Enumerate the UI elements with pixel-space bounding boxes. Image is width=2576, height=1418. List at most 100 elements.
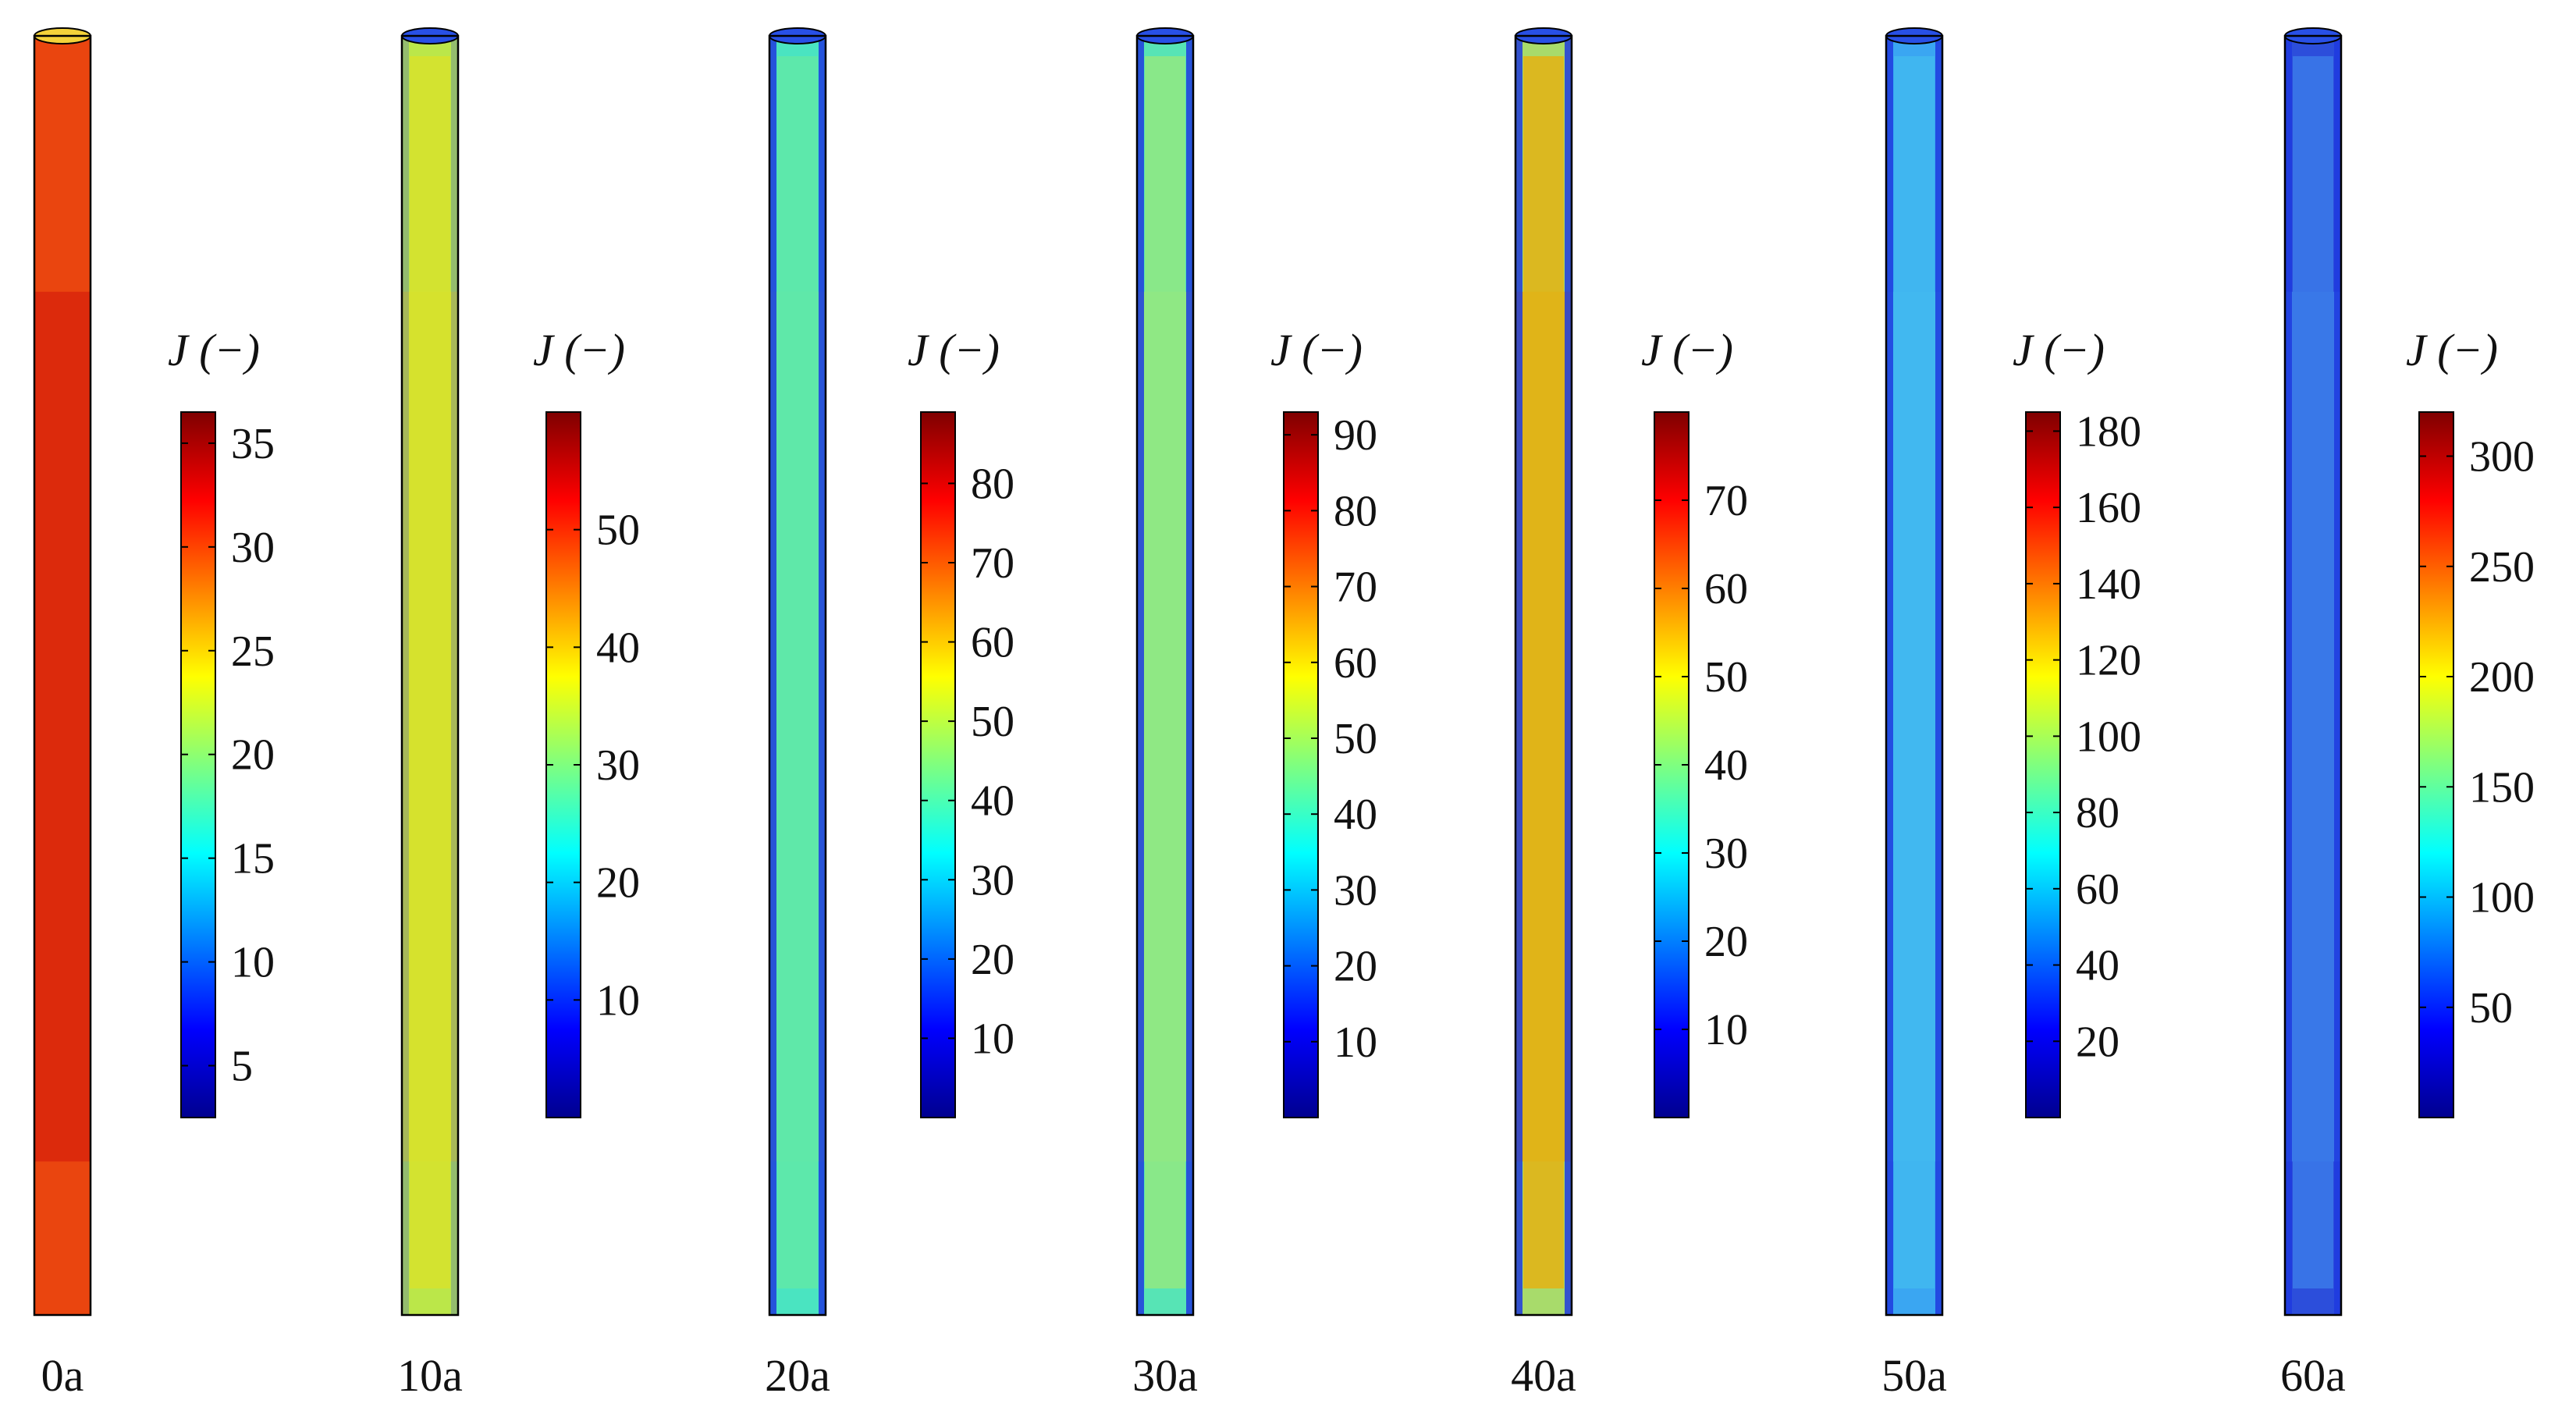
cylinder-50a	[1885, 27, 1944, 1317]
cylinder-20a	[768, 27, 827, 1317]
colorbar-tick-label: 150	[2469, 763, 2535, 812]
time-label: 30a	[1132, 1350, 1198, 1401]
panel-30a: 30a J (−) 10 20 30 40 50 60 70 80 90	[1132, 27, 1377, 1401]
colorbar-40a: J (−) 10 20 30 40 50 60 70	[1641, 325, 1748, 1118]
cylinder-wall-right	[1935, 36, 1942, 1315]
time-label: 10a	[397, 1350, 463, 1401]
cylinder-outline	[1885, 34, 1944, 1317]
colorbar-tick-label: 60	[1704, 565, 1748, 613]
colorbar-tick-label: 300	[2469, 433, 2535, 482]
colorbar-tick-label: 5	[231, 1043, 253, 1091]
cylinder-core	[777, 56, 818, 1288]
cylinder-wall-left	[1137, 36, 1144, 1315]
colorbar-title: J (−)	[2013, 325, 2105, 375]
cylinder-wall-left	[769, 36, 776, 1315]
colorbar-title: J (−)	[533, 325, 625, 375]
cylinder-wall-right	[1565, 36, 1572, 1315]
panel-10a: 10a J (−) 10 20 30 40 50	[397, 27, 640, 1401]
cylinder-core	[1894, 56, 1935, 1288]
colorbar-tick-label: 30	[1334, 866, 1377, 915]
colorbar-tick-label: 30	[1704, 830, 1748, 878]
colorbar-tick-label: 20	[596, 859, 640, 908]
colorbar-tick-label: 20	[231, 731, 275, 780]
colorbar-tick-label: 40	[2076, 942, 2119, 990]
cylinder-core	[1523, 56, 1564, 1288]
cylinder-wall-left	[1886, 36, 1893, 1315]
panel-40a: 40a J (−) 10 20 30 40 50 60 70	[1511, 27, 1748, 1401]
colorbar-gradient	[2418, 411, 2454, 1118]
cylinder-40a	[1514, 27, 1573, 1317]
panel-20a: 20a J (−) 10 20 30 40 50 60 70 80	[765, 27, 1014, 1401]
colorbar-gradient	[2025, 411, 2061, 1118]
colorbar-title: J (−)	[908, 325, 1000, 375]
colorbar-tick-label: 100	[2076, 713, 2141, 761]
colorbar-tick-label: 30	[596, 741, 640, 790]
colorbar-30a: J (−) 10 20 30 40 50 60 70 80 90	[1270, 325, 1377, 1118]
colorbar-tick-label: 10	[1334, 1018, 1377, 1067]
colorbar-10a: J (−) 10 20 30 40 50	[533, 325, 640, 1118]
cylinder-wall-left	[1515, 36, 1523, 1315]
colorbar-tick-label: 70	[1704, 477, 1748, 525]
colorbar-title: J (−)	[1641, 325, 1733, 375]
cylinder-0a	[33, 27, 92, 1317]
colorbar-tick-label: 50	[596, 506, 640, 555]
colorbar-tick-label: 50	[1704, 653, 1748, 702]
time-label: 60a	[2280, 1350, 2346, 1401]
colorbar-tick-label: 140	[2076, 560, 2141, 609]
colorbar-tick-label: 40	[1334, 791, 1377, 839]
time-label: 50a	[1881, 1350, 1947, 1401]
cylinder-60a	[2283, 27, 2343, 1317]
colorbar-tick-label: 15	[231, 835, 275, 883]
colorbar-tick-label: 50	[2469, 984, 2513, 1032]
cylinder-outline	[1135, 34, 1195, 1317]
colorbar-0a: J (−) 5 10 15 20 25 30 35	[168, 325, 275, 1118]
cylinder-lower-zone	[34, 1161, 91, 1315]
colorbar-tick-label: 80	[971, 460, 1014, 508]
colorbar-tick-label: 10	[1704, 1006, 1748, 1054]
colorbar-tick-label: 10	[971, 1015, 1014, 1063]
cylinder-wall-right	[2334, 36, 2341, 1315]
colorbar-title: J (−)	[1270, 325, 1363, 375]
time-label: 40a	[1511, 1350, 1576, 1401]
colorbar-gradient	[920, 411, 956, 1118]
cylinder-core	[2293, 56, 2333, 1288]
colorbar-50a: J (−) 20 40 60 80 100 120 140 160 180	[2013, 325, 2141, 1118]
cylinder-outline	[2283, 34, 2343, 1317]
cylinder-core	[410, 56, 450, 1288]
panel-0a: 0a J (−) 5 10 15 20 25 30 35	[33, 27, 275, 1401]
cylinder-wall-left	[402, 36, 409, 1315]
colorbar-tick-label: 250	[2469, 543, 2535, 592]
colorbar-tick-label: 160	[2076, 484, 2141, 532]
time-label: 0a	[41, 1350, 84, 1401]
colorbar-tick-label: 10	[596, 976, 640, 1025]
colorbar-tick-label: 50	[1334, 715, 1377, 763]
colorbar-tick-label: 60	[971, 619, 1014, 667]
colorbar-tick-label: 60	[1334, 639, 1377, 688]
colorbar-gradient	[180, 411, 216, 1118]
colorbar-tick-label: 20	[2076, 1018, 2119, 1066]
panel-50a: 50a J (−) 20 40 60 80 100 120 140 160 180	[1881, 27, 2141, 1401]
colorbar-tick-label: 40	[1704, 741, 1748, 790]
time-label: 20a	[765, 1350, 830, 1401]
colorbar-tick-label: 40	[971, 777, 1014, 826]
colorbar-60a: J (−) 50 100 150 200 250 300	[2406, 325, 2535, 1118]
cylinder-wall-right	[451, 36, 458, 1315]
colorbar-tick-label: 70	[971, 539, 1014, 588]
colorbar-tick-label: 30	[231, 524, 275, 572]
colorbar-tick-label: 60	[2076, 865, 2119, 914]
colorbar-tick-label: 50	[971, 698, 1014, 746]
cylinder-30a	[1135, 27, 1195, 1317]
cylinder-outline	[33, 34, 92, 1317]
cylinder-outline	[1514, 34, 1573, 1317]
colorbar-tick-label: 70	[1334, 563, 1377, 612]
cylinder-wall-left	[2285, 36, 2292, 1315]
colorbar-20a: J (−) 10 20 30 40 50 60 70 80	[908, 325, 1014, 1118]
cylinder-outline	[768, 34, 827, 1317]
cylinder-outline	[400, 34, 460, 1317]
cylinder-upper-zone	[34, 36, 91, 292]
colorbar-tick-label: 120	[2076, 637, 2141, 685]
panel-60a: 60a J (−) 50 100 150 200 250 300	[2280, 27, 2535, 1401]
cylinder-wall-right	[819, 36, 826, 1315]
